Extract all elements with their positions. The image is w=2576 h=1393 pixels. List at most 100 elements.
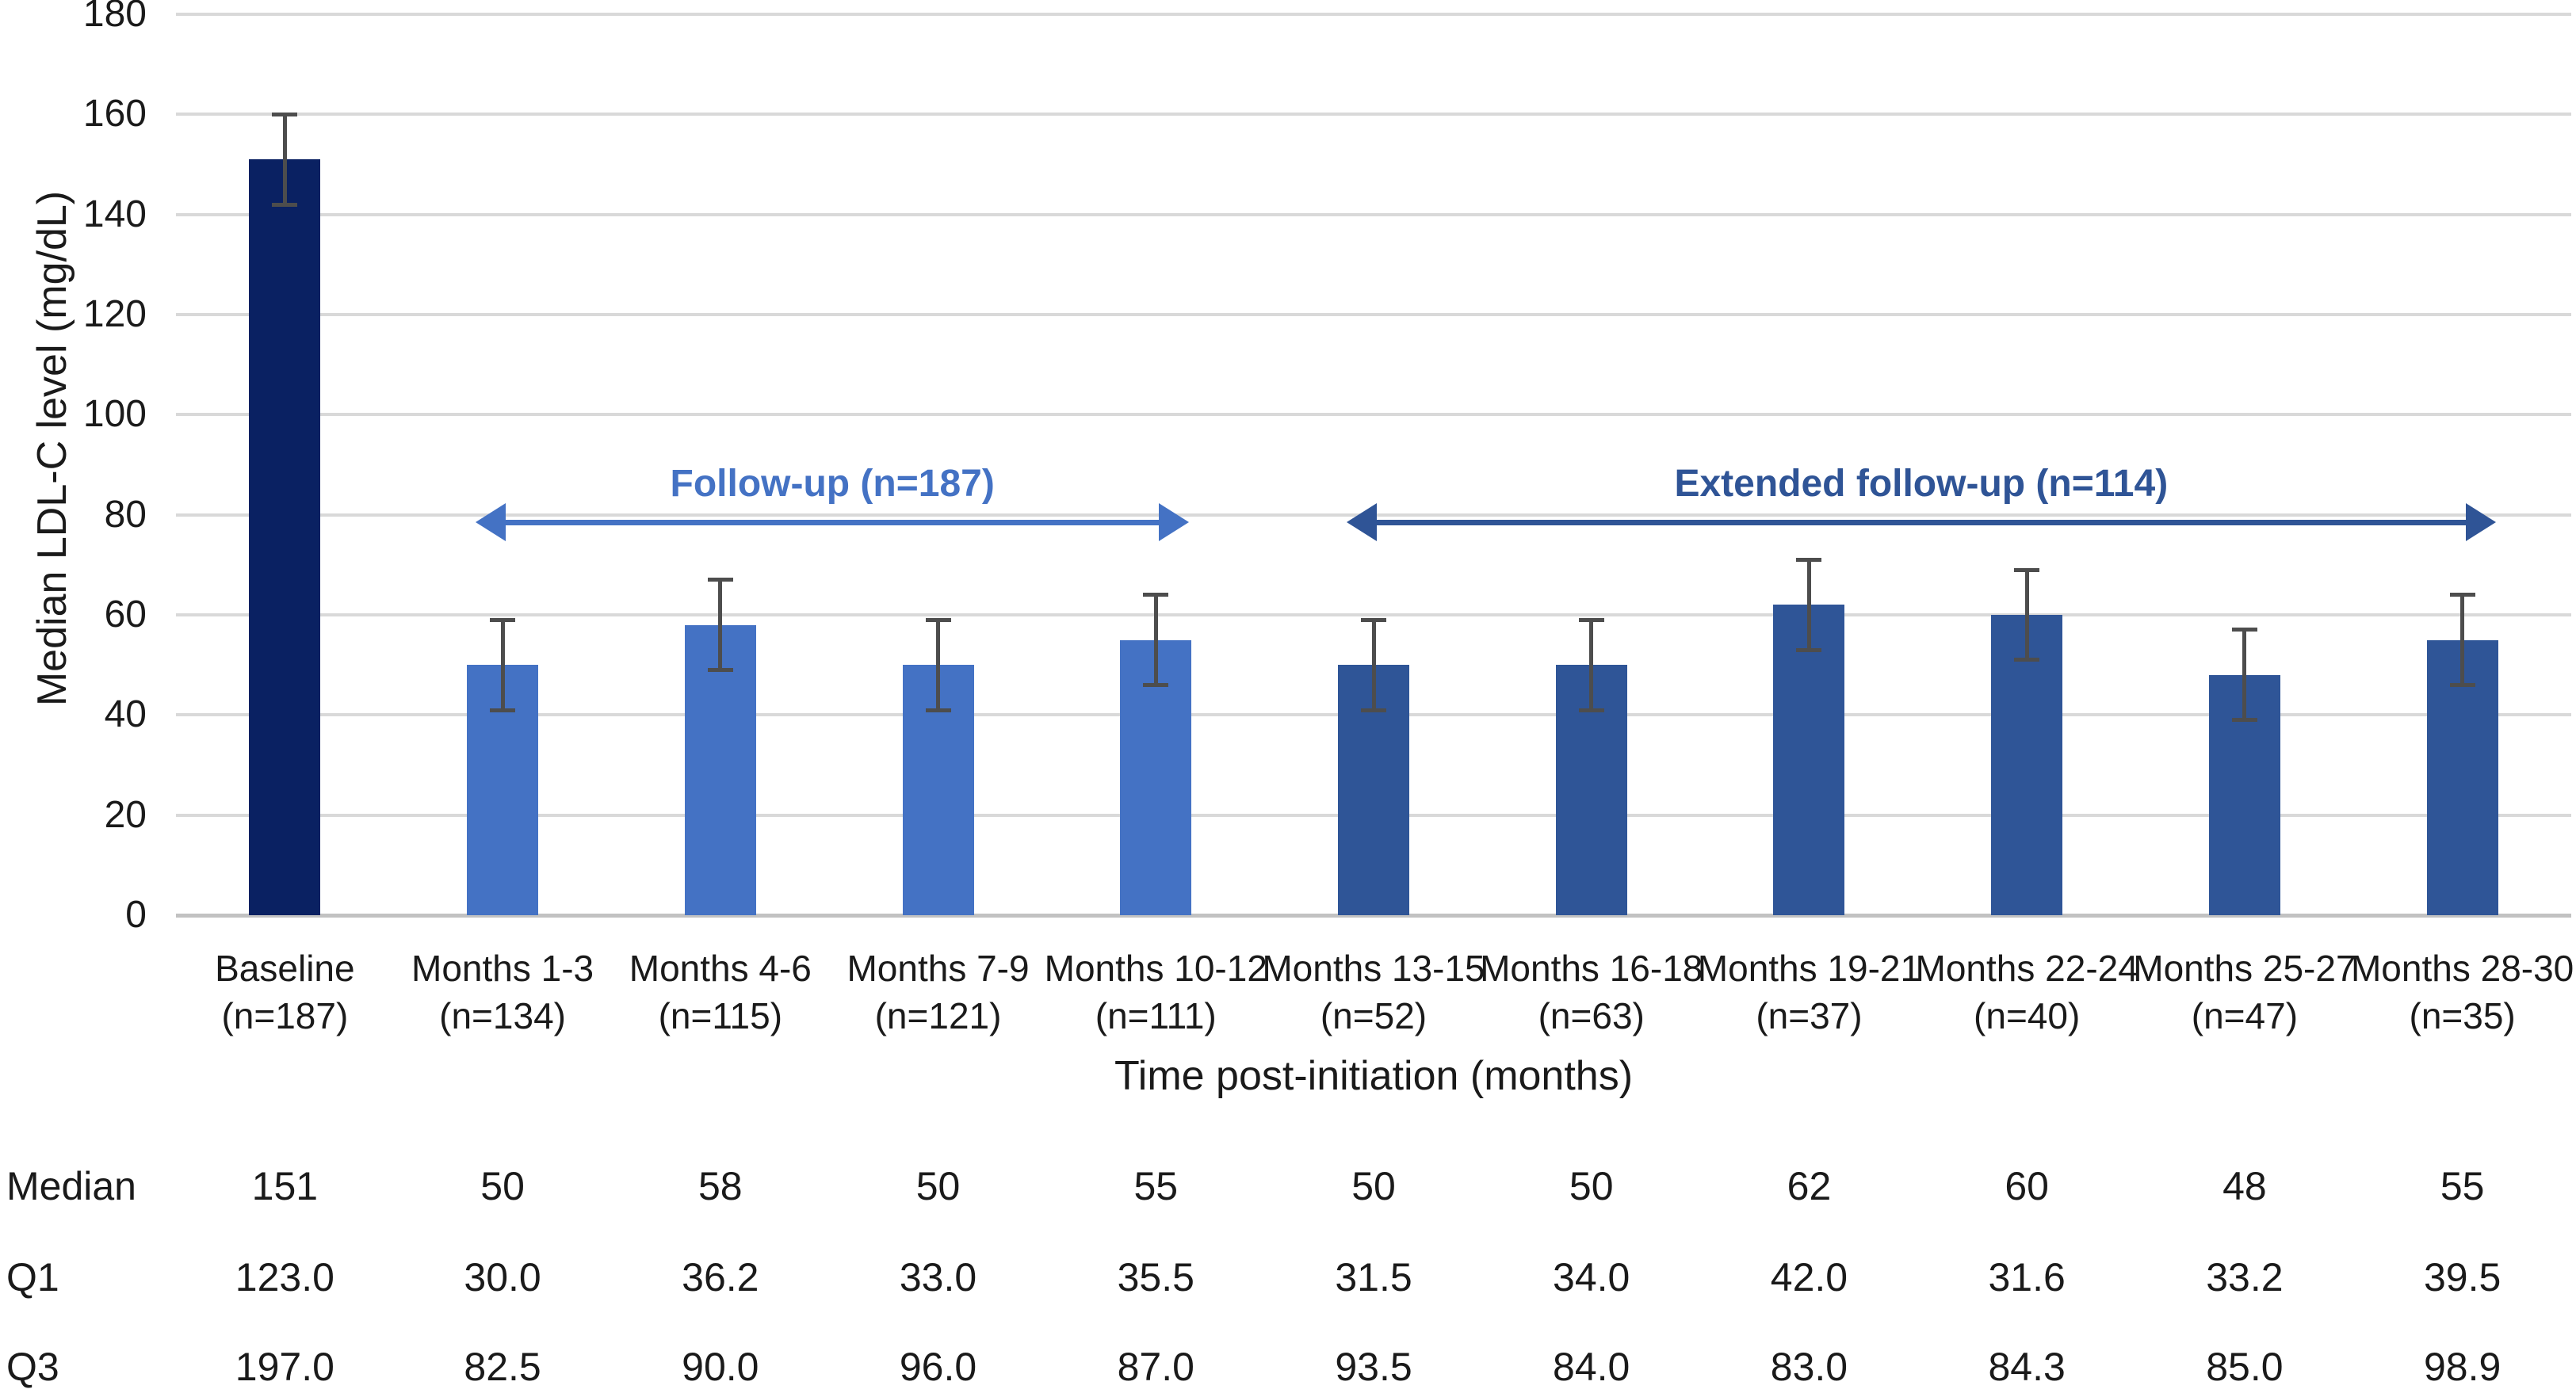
table-row-label: Q3 — [6, 1345, 59, 1389]
error-bar-cap-top — [2014, 567, 2040, 572]
annotation-arrow-line — [1369, 519, 2474, 525]
table-cell: 33.0 — [899, 1255, 977, 1299]
error-bar-line — [718, 579, 723, 670]
error-bar-cap-top — [707, 578, 733, 582]
arrow-right-head-icon — [1159, 503, 1190, 542]
arrow-left-head-icon — [1347, 503, 1377, 542]
x-axis-line — [176, 913, 2571, 918]
table-cell: 87.0 — [1117, 1345, 1194, 1389]
y-tick-label: 20 — [104, 793, 147, 836]
error-bar-cap-bottom — [2231, 718, 2257, 723]
x-category-label: Months 13-15 (n=52) — [1262, 945, 1485, 1040]
y-tick-label: 180 — [82, 0, 147, 35]
error-bar-line — [2024, 570, 2029, 660]
table-cell: 31.6 — [1988, 1255, 2066, 1299]
error-bar-cap-top — [2231, 628, 2257, 632]
error-bar-cap-top — [490, 617, 516, 622]
x-category-label: Months 22-24 (n=40) — [1916, 945, 2138, 1040]
x-category-name: Months 7-9 — [847, 948, 1030, 989]
table-cell: 35.5 — [1117, 1255, 1194, 1299]
bar-category-2 — [684, 624, 756, 915]
table-cell: 60 — [2005, 1164, 2049, 1208]
x-category-name: Months 25-27 — [2133, 948, 2356, 989]
table-cell: 84.3 — [1988, 1345, 2066, 1389]
error-bar-line — [1371, 620, 1376, 710]
error-bar-line — [1806, 559, 1811, 651]
x-category-n: (n=40) — [1974, 995, 2081, 1036]
x-category-label: Months 25-27 (n=47) — [2133, 945, 2356, 1040]
y-tick-label: 40 — [104, 693, 147, 736]
annotation-arrow-line — [498, 519, 1168, 525]
error-bar-cap-top — [2449, 593, 2475, 597]
y-tick-label: 160 — [82, 93, 147, 135]
table-cell: 151 — [251, 1164, 319, 1208]
error-bar-cap-top — [1796, 558, 1822, 563]
table-cell: 31.5 — [1335, 1255, 1412, 1299]
x-category-label: Months 4-6 (n=115) — [611, 945, 829, 1040]
error-bar-line — [2460, 594, 2465, 685]
x-category-n: (n=187) — [221, 995, 349, 1036]
error-bar-cap-top — [925, 617, 951, 622]
table-row-label: Median — [6, 1164, 136, 1208]
x-category-n: (n=134) — [439, 995, 566, 1036]
bar-category-0 — [249, 159, 321, 915]
x-category-name: Months 10-12 — [1044, 948, 1267, 989]
error-bar-cap-bottom — [1143, 682, 1169, 687]
arrow-right-head-icon — [2465, 503, 2496, 542]
table-cell: 50 — [1351, 1164, 1396, 1208]
x-category-label: Baseline (n=187) — [176, 945, 394, 1040]
arrow-left-head-icon — [476, 503, 506, 542]
x-category-name: Baseline — [215, 948, 355, 989]
table-cell: 50 — [1569, 1164, 1614, 1208]
table-cell: 42.0 — [1770, 1255, 1848, 1299]
x-axis-title: Time post-initiation (months) — [1114, 1053, 1634, 1099]
x-category-label: Months 10-12 (n=111) — [1044, 945, 1267, 1040]
table-cell: 82.5 — [464, 1345, 541, 1389]
gridline — [176, 113, 2571, 116]
table-row-q1: Q1 123.0 30.0 36.2 33.0 35.5 31.5 34.0 42.0 31.6 3… — [0, 1254, 2576, 1303]
x-category-name: Months 16-18 — [1480, 948, 1703, 989]
error-bar-cap-bottom — [272, 202, 298, 207]
error-bar-cap-top — [1578, 617, 1604, 622]
x-category-n: (n=111) — [1095, 995, 1217, 1036]
y-tick-label: 60 — [104, 593, 147, 635]
table-cell: 55 — [1133, 1164, 1179, 1208]
error-bar-cap-bottom — [1361, 708, 1386, 712]
bar-category-7 — [1773, 605, 1845, 915]
table-cell: 84.0 — [1553, 1345, 1630, 1389]
table-cell: 48 — [2222, 1164, 2267, 1208]
error-bar-cap-top — [1143, 593, 1169, 597]
gridline — [176, 613, 2571, 616]
error-bar-cap-bottom — [1796, 647, 1822, 652]
x-category-name: Months 13-15 — [1262, 948, 1485, 989]
x-category-label: Months 7-9 (n=121) — [829, 945, 1047, 1040]
error-bar-cap-bottom — [2449, 682, 2475, 687]
x-category-name: Months 28-30 — [2350, 948, 2574, 989]
table-cell: 83.0 — [1770, 1345, 1848, 1389]
annotation-label-1: Extended follow-up (n=114) — [1674, 463, 2169, 506]
table-cell: 33.2 — [2206, 1255, 2284, 1299]
table-cell: 36.2 — [682, 1255, 759, 1299]
table-row-q3: Q3 197.0 82.5 90.0 96.0 87.0 93.5 84.0 83.0 84.3 8… — [0, 1344, 2576, 1393]
table-cell: 96.0 — [899, 1345, 977, 1389]
x-category-n: (n=35) — [2409, 995, 2516, 1036]
error-bar-line — [936, 620, 941, 710]
x-category-n: (n=52) — [1320, 995, 1428, 1036]
y-tick-label: 0 — [125, 894, 147, 936]
error-bar-cap-bottom — [1578, 708, 1604, 712]
gridline — [176, 413, 2571, 417]
error-bar-line — [1589, 620, 1594, 710]
y-tick-label: 140 — [82, 193, 147, 235]
error-bar-cap-bottom — [925, 708, 951, 712]
x-category-label: Months 19-21 (n=37) — [1698, 945, 1921, 1040]
annotation-label-0: Follow-up (n=187) — [670, 463, 995, 506]
gridline — [176, 313, 2571, 316]
error-bar-cap-bottom — [707, 667, 733, 672]
error-bar-cap-bottom — [2014, 658, 2040, 662]
table-row-label: Q1 — [6, 1255, 59, 1299]
x-category-name: Months 1-3 — [411, 948, 594, 989]
x-category-n: (n=47) — [2191, 995, 2299, 1036]
x-category-label: Months 1-3 (n=134) — [394, 945, 612, 1040]
gridline — [176, 212, 2571, 216]
